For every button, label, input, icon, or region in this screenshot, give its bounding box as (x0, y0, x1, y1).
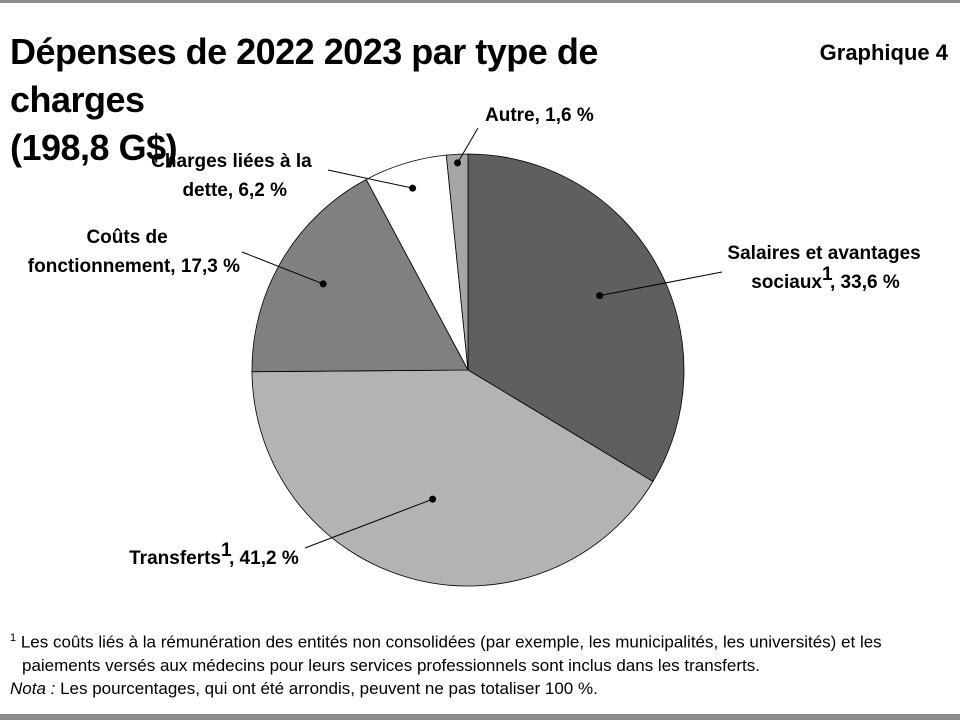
label-dette: Charges liées à la dette, 6,2 % (151, 151, 317, 201)
leader-lines (241, 127, 723, 549)
label-couts: Coûts de fonctionnement, 17,3 % (28, 227, 240, 277)
leader-transferts (304, 498, 433, 549)
slice-transferts (251, 369, 654, 587)
leader-transferts-dot (429, 495, 437, 503)
leader-salaires-dot (596, 292, 604, 300)
leader-autre (457, 127, 479, 164)
slice-couts (251, 178, 469, 373)
label-transferts: Transferts (129, 548, 221, 569)
top-border (0, 0, 960, 3)
nota: Nota : Les pourcentages, qui ont été arr… (10, 677, 950, 700)
label-salaires-line2: sociaux (751, 272, 822, 293)
label-dette-line2: dette, 6,2 % (182, 180, 287, 201)
label-salaires: Salaires et avantages sociaux (727, 243, 926, 293)
title-line-2: (198,8 G$) (10, 127, 178, 168)
nota-label: Nota : (10, 678, 56, 698)
label-couts-line2: fonctionnement, 17,3 % (28, 256, 240, 277)
label-couts-line1: Coûts de (86, 227, 167, 248)
leader-couts (241, 251, 324, 285)
label-transferts-value: , 41,2 % (229, 548, 299, 569)
footnote-1: 1 Les coûts liés à la rémunération des e… (10, 627, 950, 654)
label-salaires-value: , 33,6 % (830, 272, 900, 293)
label-salaires-footnote-ref: 1 (822, 264, 833, 285)
bottom-border (0, 714, 960, 720)
leader-autre-dot (454, 159, 462, 167)
leader-salaires (599, 271, 723, 297)
title-line-1: Dépenses de 2022 2023 par type de charge… (10, 31, 598, 120)
slice-salaires (467, 153, 685, 483)
leader-couts-dot (319, 280, 327, 288)
footnote-1-line2: paiements versés aux médecins pour leurs… (22, 655, 760, 675)
label-autre: Autre, 1,6 % (485, 105, 594, 126)
nota-text: Les pourcentages, qui ont été arrondis, … (55, 678, 598, 698)
graph-number-label: Graphique 4 (819, 40, 948, 65)
leader-dette (327, 169, 413, 189)
chart-title: Dépenses de 2022 2023 par type de charge… (10, 28, 730, 172)
slice-autre (445, 153, 469, 371)
label-salaires-line1: Salaires et avantages (727, 243, 920, 264)
pie-slices (251, 153, 685, 587)
footnote-marker: 1 (10, 632, 17, 644)
leader-dette-dot (409, 184, 417, 192)
footnotes: 1 Les coûts liés à la rémunération des e… (10, 627, 950, 700)
footnote-1-line1: Les coûts liés à la rémunération des ent… (16, 632, 882, 652)
label-dette-line1: Charges liées à la (151, 151, 312, 172)
label-transferts-footnote-ref: 1 (221, 540, 232, 561)
